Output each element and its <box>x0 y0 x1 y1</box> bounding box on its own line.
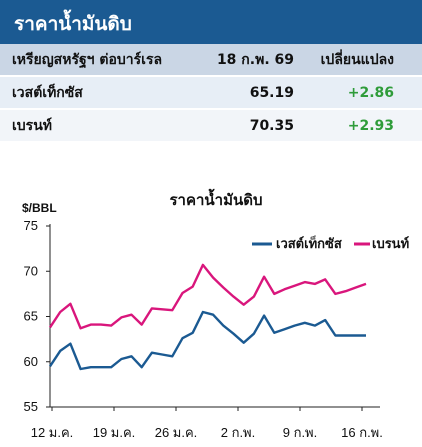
legend-label-brent: เบรนท์ <box>372 236 409 252</box>
legend-label-wti: เวสต์เท็กซัส <box>276 234 342 252</box>
series-line-brent <box>48 263 367 330</box>
x-tick-label: 26 ม.ค. <box>155 425 198 440</box>
x-tick-label: 2 ก.พ. <box>221 425 256 440</box>
y-axis-unit: $/BBL <box>22 201 57 215</box>
series-line-wti <box>48 310 366 371</box>
row-name: เวสต์เท็กซัส <box>0 76 202 110</box>
chart-title: ราคาน้ำมันดิบ <box>169 188 262 209</box>
header-banner: ราคาน้ำมันดิบ <box>0 0 422 44</box>
x-tick-label: 12 ม.ค. <box>31 425 74 440</box>
y-tick-label: 70 <box>24 263 38 278</box>
change-header: เปลี่ยนแปลง <box>294 44 422 77</box>
row-price: 70.35 <box>202 109 294 143</box>
table-row-brent: เบรนท์ 70.35 +2.93 <box>0 109 422 143</box>
row-change: +2.86 <box>294 76 422 110</box>
x-tick-label: 16 ก.พ. <box>341 425 383 440</box>
y-tick-label: 75 <box>24 218 38 233</box>
oil-price-chart: ราคาน้ำมันดิบ $/BBL 55 60 65 70 75 12 ม.ค. 19 … <box>22 188 409 440</box>
table-header-row: เหรียญสหรัฐฯ ต่อบาร์เรล 18 ก.พ. 69 เปลี่… <box>0 44 422 77</box>
x-tick-label: 9 ก.พ. <box>283 425 318 440</box>
y-tick-label: 55 <box>24 399 38 414</box>
y-tick-label: 60 <box>24 354 38 369</box>
chart-legend: เวสต์เท็กซัส เบรนท์ <box>252 234 409 252</box>
row-name: เบรนท์ <box>0 109 202 143</box>
price-table: เหรียญสหรัฐฯ ต่อบาร์เรล 18 ก.พ. 69 เปลี่… <box>0 44 422 143</box>
row-change: +2.93 <box>294 109 422 143</box>
row-price: 65.19 <box>202 76 294 110</box>
date-header: 18 ก.พ. 69 <box>202 44 294 77</box>
table-row-wti: เวสต์เท็กซัส 65.19 +2.86 <box>0 76 422 110</box>
x-tick-label: 19 ม.ค. <box>93 425 136 440</box>
page-title: ราคาน้ำมันดิบ <box>14 13 132 35</box>
y-tick-label: 65 <box>24 309 38 324</box>
unit-header: เหรียญสหรัฐฯ ต่อบาร์เรล <box>0 44 202 77</box>
